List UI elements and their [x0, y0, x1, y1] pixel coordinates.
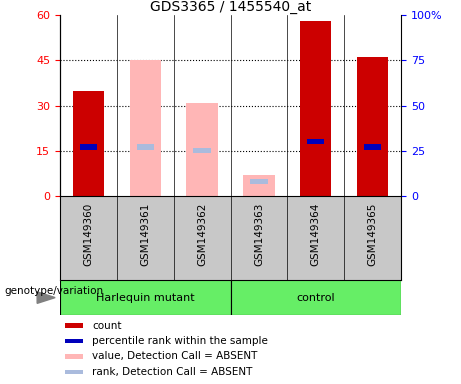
Text: GSM149361: GSM149361 — [140, 203, 150, 266]
Text: rank, Detection Call = ABSENT: rank, Detection Call = ABSENT — [92, 367, 253, 377]
Bar — [186, 103, 218, 196]
Bar — [60, 280, 230, 315]
Text: GSM149364: GSM149364 — [311, 203, 321, 266]
Title: GDS3365 / 1455540_at: GDS3365 / 1455540_at — [150, 0, 311, 14]
Bar — [230, 280, 401, 315]
Text: GSM149363: GSM149363 — [254, 203, 264, 266]
Text: GSM149365: GSM149365 — [367, 203, 378, 266]
Text: genotype/variation: genotype/variation — [5, 286, 104, 296]
Bar — [136, 144, 154, 150]
Bar — [357, 58, 388, 196]
Text: count: count — [92, 321, 122, 331]
Text: Harlequin mutant: Harlequin mutant — [96, 293, 195, 303]
Bar — [65, 323, 83, 328]
Bar — [65, 339, 83, 343]
Bar — [65, 369, 83, 374]
Bar — [307, 139, 325, 144]
Bar — [300, 22, 331, 196]
Bar — [80, 144, 97, 150]
Polygon shape — [37, 292, 55, 303]
Text: value, Detection Call = ABSENT: value, Detection Call = ABSENT — [92, 351, 258, 361]
Bar — [194, 148, 211, 154]
Text: GSM149360: GSM149360 — [83, 203, 94, 266]
Text: GSM149362: GSM149362 — [197, 203, 207, 266]
Bar — [73, 91, 104, 196]
Bar — [65, 354, 83, 359]
Bar — [364, 144, 381, 150]
Text: control: control — [296, 293, 335, 303]
Bar — [250, 179, 267, 184]
Bar — [130, 61, 161, 196]
Text: percentile rank within the sample: percentile rank within the sample — [92, 336, 268, 346]
Bar — [243, 175, 275, 196]
